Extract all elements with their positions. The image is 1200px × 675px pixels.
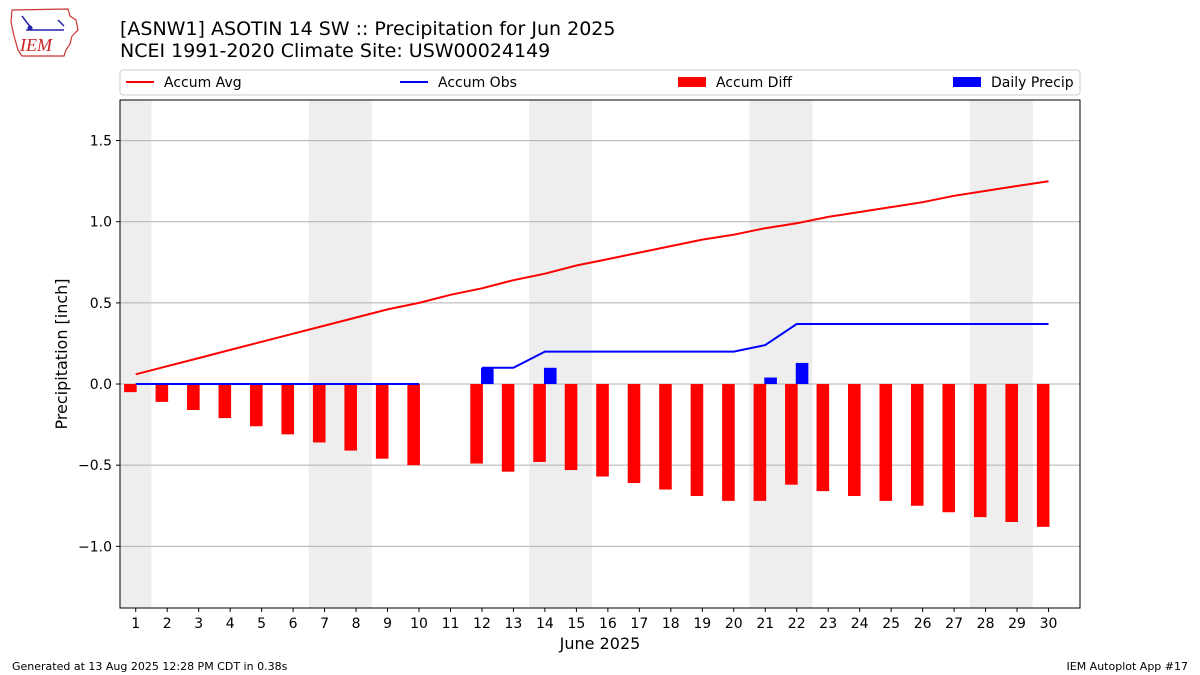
x-tick-label: 27 — [945, 616, 963, 632]
x-tick-label: 25 — [882, 616, 900, 632]
accum-diff-bar — [249, 384, 263, 427]
x-tick-label: 5 — [257, 616, 266, 632]
y-tick-label: 0.5 — [90, 296, 112, 312]
legend-label: Accum Avg — [164, 75, 242, 91]
y-tick-label: 0.0 — [90, 377, 112, 393]
weekend-band — [308, 100, 372, 608]
accum-diff-bar — [722, 384, 735, 501]
generated-timestamp: Generated at 13 Aug 2025 12:28 PM CDT in… — [12, 660, 288, 673]
accum-diff-bar — [155, 384, 169, 402]
accum-diff-bar — [659, 384, 672, 490]
x-tick-label: 17 — [630, 616, 648, 632]
x-tick-label: 10 — [410, 616, 428, 632]
x-tick-label: 1 — [131, 616, 140, 632]
y-gridlines — [120, 140, 1080, 547]
svg-text:IEM: IEM — [19, 35, 53, 55]
x-tick-label: 20 — [725, 616, 743, 632]
line-series — [135, 180, 1049, 385]
y-tick-label: 1.0 — [90, 215, 112, 231]
accum-diff-bar — [470, 384, 483, 464]
weekend-band — [120, 100, 152, 608]
x-tick-label: 2 — [163, 616, 172, 632]
accum-diff-bar — [564, 384, 578, 471]
y-tick-label: −1.0 — [78, 539, 112, 555]
legend-label: Accum Diff — [716, 75, 792, 91]
x-tick-label: 24 — [851, 616, 869, 632]
x-tick-label: 13 — [505, 616, 523, 632]
weekend-shading — [120, 100, 1033, 608]
y-tick-label: 1.5 — [90, 134, 112, 150]
accum-diff-bar — [375, 384, 389, 459]
accum-diff-bar — [533, 384, 546, 462]
plot-frame — [119, 99, 1081, 609]
legend: Accum Avg Accum Obs Accum Diff Daily Precip — [119, 69, 1081, 96]
accum-diff-bar — [124, 384, 137, 393]
iem-iowa-logo-icon: IEM — [10, 8, 79, 57]
x-tick-label: 28 — [977, 616, 995, 632]
legend-label: Daily Precip — [991, 75, 1074, 91]
x-tick-label: 14 — [536, 616, 554, 632]
x-tick-label: 15 — [567, 616, 585, 632]
y-axis-label: Precipitation [inch] — [52, 278, 71, 429]
daily-precip-bar — [481, 367, 494, 385]
x-tick-label: 19 — [693, 616, 711, 632]
x-tick-label: 26 — [914, 616, 932, 632]
legend-box — [119, 69, 1081, 96]
x-tick-label: 23 — [819, 616, 837, 632]
accum-diff-bar — [753, 384, 767, 501]
x-tick-label: 21 — [756, 616, 774, 632]
x-tick-label: 29 — [1008, 616, 1026, 632]
accum-diff-bar — [312, 384, 326, 443]
accum-diff-bar — [785, 384, 798, 485]
weekend-band — [969, 100, 1033, 608]
accum-diff-bar — [501, 384, 515, 472]
y-tick-label: −0.5 — [78, 458, 112, 474]
accum-diff-bar — [879, 384, 893, 501]
app-label: IEM Autoplot App #17 — [1066, 660, 1189, 673]
x-tick-label: 6 — [289, 616, 298, 632]
x-axis-label: June 2025 — [559, 634, 641, 653]
accum-diff-bar — [1005, 384, 1018, 522]
axes: 1.51.00.50.0−0.5−1.01 2 3 4 5 6 7 8 9 10 11 12 13 14 1… — [78, 134, 1057, 632]
bar-series — [124, 362, 1050, 527]
accum-diff-bar — [187, 384, 200, 410]
accum-diff-bar — [690, 384, 704, 497]
legend-label: Accum Obs — [438, 75, 517, 91]
accum-diff-bar — [344, 384, 358, 451]
x-tick-label: 3 — [194, 616, 203, 632]
x-tick-label: 8 — [352, 616, 361, 632]
accum-diff-bar — [816, 384, 830, 492]
legend-swatch — [678, 77, 706, 87]
daily-precip-bar — [795, 362, 809, 385]
x-tick-label: 18 — [662, 616, 680, 632]
accum-diff-bar — [973, 384, 987, 518]
x-tick-label: 4 — [226, 616, 235, 632]
accum-obs-line — [482, 323, 1049, 369]
chart-title: [ASNW1] ASOTIN 14 SW :: Precipitation fo… — [120, 18, 616, 40]
accum-diff-bar — [218, 384, 232, 419]
accum-diff-bar — [281, 384, 295, 435]
accum-diff-bar — [910, 384, 924, 506]
accum-diff-bar — [407, 384, 420, 466]
x-tick-label: 9 — [383, 616, 392, 632]
x-tick-label: 16 — [599, 616, 617, 632]
accum-diff-bar — [942, 384, 956, 513]
x-tick-label: 11 — [442, 616, 460, 632]
accum-diff-bar — [1036, 384, 1050, 527]
chart-subtitle: NCEI 1991-2020 Climate Site: USW00024149 — [120, 40, 551, 62]
accum-diff-bar — [596, 384, 609, 477]
weekend-band — [749, 100, 813, 608]
x-tick-label: 12 — [473, 616, 491, 632]
accum-diff-bar — [848, 384, 861, 497]
daily-precip-bar — [764, 377, 777, 385]
accum-diff-bar — [627, 384, 641, 484]
x-tick-label: 30 — [1040, 616, 1058, 632]
accum-avg-line — [135, 180, 1049, 376]
legend-swatch — [953, 77, 981, 87]
x-tick-label: 22 — [788, 616, 806, 632]
daily-precip-bar — [543, 367, 557, 385]
x-tick-label: 7 — [320, 616, 329, 632]
